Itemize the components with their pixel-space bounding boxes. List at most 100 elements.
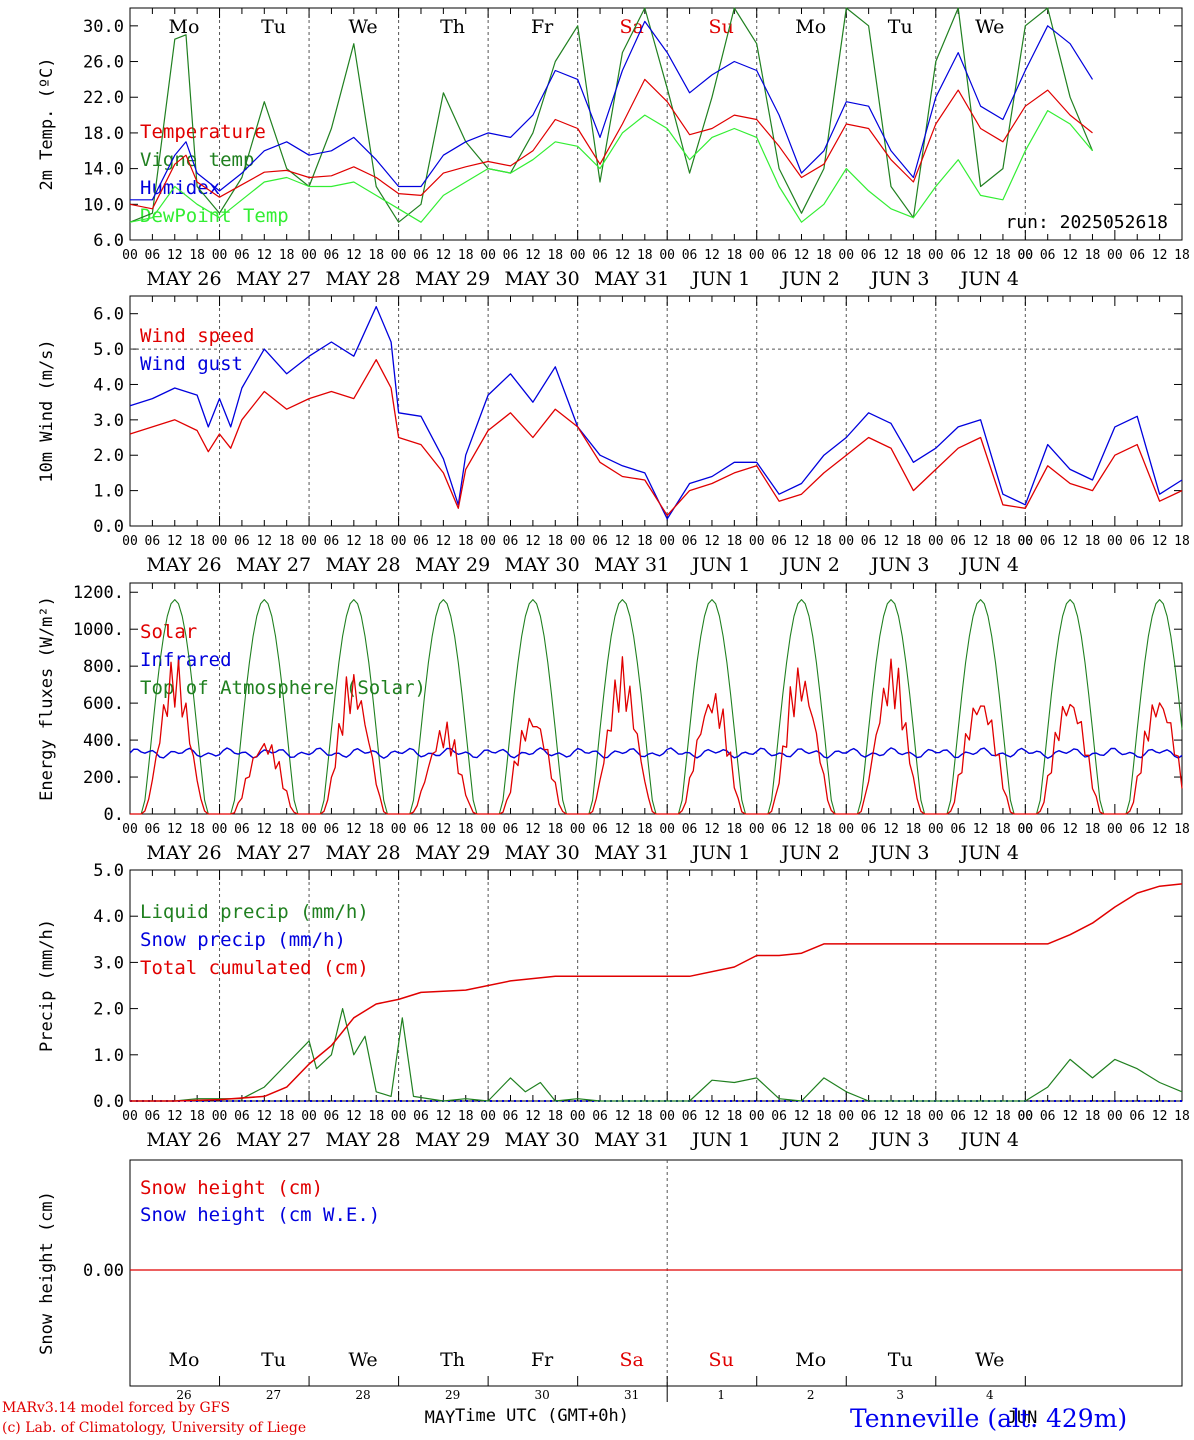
hour-tick-label: 06	[682, 822, 698, 837]
legend-entry: Solar	[140, 621, 197, 643]
hour-tick-label: 12	[1152, 248, 1168, 263]
hour-tick-label: 18	[458, 822, 474, 837]
plot-frame-0	[129, 7, 1183, 241]
hour-tick-label: 18	[816, 822, 832, 837]
hour-tick-label: 00	[212, 1109, 228, 1124]
hour-tick-label: 18	[1085, 822, 1101, 837]
legend-entry: Wind gust	[140, 353, 243, 375]
hour-tick-label: 00	[570, 1109, 586, 1124]
date-label: MAY 28	[325, 842, 400, 864]
hour-tick-label: 00	[838, 1109, 854, 1124]
hour-tick-label: 12	[1152, 534, 1168, 549]
hour-tick-label: 00	[391, 1109, 407, 1124]
plot-frame-1	[129, 295, 1183, 527]
hour-tick-label: 00	[212, 822, 228, 837]
hour-tick-label: 18	[637, 822, 653, 837]
hour-tick-label: 06	[950, 822, 966, 837]
hour-tick-label: 18	[637, 1109, 653, 1124]
hour-tick-label: 00	[1017, 1109, 1033, 1124]
hour-tick-label: 18	[995, 1109, 1011, 1124]
hour-tick-label: 12	[883, 1109, 899, 1124]
hour-tick-label: 00	[1107, 248, 1123, 263]
hour-tick-label: 18	[279, 822, 295, 837]
y-tick-label: 800.	[83, 657, 124, 677]
date-label: MAY 29	[415, 268, 490, 290]
run-label: run: 2025052618	[1005, 212, 1168, 233]
hour-tick-label: 12	[256, 1109, 272, 1124]
hour-tick-label: 18	[368, 534, 384, 549]
hour-tick-label: 06	[1129, 534, 1145, 549]
hour-tick-label: 06	[771, 248, 787, 263]
legend-entry: Snow precip (mm/h)	[140, 929, 346, 951]
hour-tick-label: 00	[838, 822, 854, 837]
date-label: MAY 29	[415, 842, 490, 864]
series-line	[129, 78, 1093, 210]
hour-tick-label: 00	[122, 1109, 138, 1124]
hour-tick-label: 00	[480, 1109, 496, 1124]
hour-tick-label: 00	[570, 534, 586, 549]
date-label: JUN 3	[869, 268, 929, 290]
day-label: We	[975, 16, 1004, 38]
y-tick-label: 200.	[83, 768, 124, 788]
hour-tick-label: 00	[301, 822, 317, 837]
hour-tick-label: 06	[861, 822, 877, 837]
y-tick-label: 2.0	[93, 446, 124, 466]
day-number: 27	[266, 1388, 281, 1402]
date-label: JUN 3	[869, 842, 929, 864]
hour-tick-label: 06	[592, 534, 608, 549]
hour-tick-label: 18	[906, 1109, 922, 1124]
date-label: MAY 27	[236, 268, 311, 290]
hour-tick-label: 06	[234, 1109, 250, 1124]
series-line	[130, 20, 1094, 201]
hour-tick-label: 12	[1062, 534, 1078, 549]
date-label: MAY 31	[594, 1129, 669, 1151]
hour-tick-label: 06	[682, 534, 698, 549]
day-number: 3	[896, 1388, 904, 1402]
legend-entry: Total cumulated (cm)	[140, 957, 369, 979]
hour-tick-label: 06	[592, 1109, 608, 1124]
date-label: MAY 30	[505, 554, 580, 576]
hour-tick-label: 00	[212, 248, 228, 263]
hour-tick-label: 18	[547, 1109, 563, 1124]
y-tick-label: 1.0	[93, 1046, 124, 1066]
day-label: We	[348, 16, 377, 38]
hour-tick-label: 18	[1174, 534, 1190, 549]
hour-tick-label: 06	[234, 534, 250, 549]
y-tick-label: 0.0	[93, 1092, 124, 1112]
hour-tick-label: 00	[1017, 534, 1033, 549]
hour-tick-label: 18	[368, 822, 384, 837]
hour-tick-label: 06	[324, 534, 340, 549]
date-label: MAY 30	[505, 842, 580, 864]
y-tick-label: 1.0	[93, 482, 124, 502]
hour-tick-label: 12	[883, 534, 899, 549]
hour-tick-label: 12	[256, 534, 272, 549]
hour-tick-label: 12	[436, 1109, 452, 1124]
hour-tick-label: 00	[1017, 248, 1033, 263]
y-tick-label: 18.0	[83, 124, 124, 144]
station-name: Tenneville (alt. 429m)	[850, 1404, 1128, 1433]
y-tick-label: 10.0	[83, 195, 124, 215]
hour-tick-label: 18	[279, 1109, 295, 1124]
y-tick-label: 600.	[83, 694, 124, 714]
hour-tick-label: 12	[883, 822, 899, 837]
y-tick-label: 5.0	[93, 340, 124, 360]
day-number: 30	[534, 1388, 549, 1402]
hour-tick-label: 18	[1174, 822, 1190, 837]
hour-tick-label: 18	[1174, 1109, 1190, 1124]
hour-tick-label: 06	[503, 248, 519, 263]
date-label: JUN 1	[690, 268, 750, 290]
hour-tick-label: 06	[1129, 1109, 1145, 1124]
hour-tick-label: 06	[413, 248, 429, 263]
day-label: Fr	[531, 16, 554, 38]
hour-tick-label: 06	[503, 534, 519, 549]
date-label: JUN 2	[780, 268, 840, 290]
hour-tick-label: 12	[615, 248, 631, 263]
hour-tick-label: 12	[704, 248, 720, 263]
series-line	[129, 7, 1094, 223]
y-axis-title: Energy fluxes (W/m²)	[37, 596, 57, 801]
hour-tick-label: 06	[145, 248, 161, 263]
date-label: MAY 31	[594, 842, 669, 864]
y-tick-label: 1000.	[73, 620, 124, 640]
hour-tick-label: 06	[413, 534, 429, 549]
month-label: JUN	[1007, 1408, 1038, 1428]
